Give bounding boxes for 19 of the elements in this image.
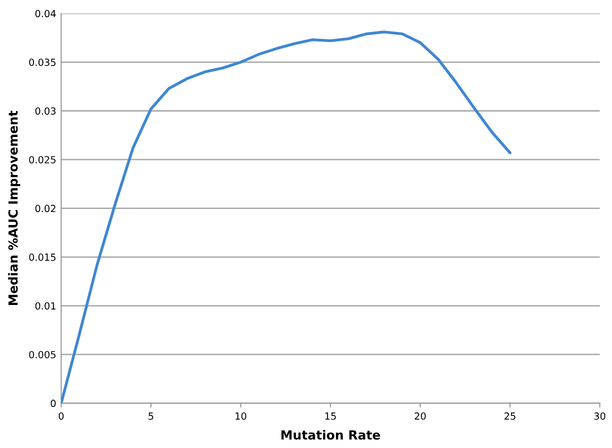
y-axis-title: Median %AUC Improvement: [8, 110, 20, 306]
x-tick-label: 20: [414, 412, 426, 420]
x-tick-label: 25: [504, 412, 516, 420]
y-tick-label: 0.04: [35, 10, 56, 18]
x-tick-label: 0: [58, 412, 64, 420]
y-tick-label: 0.015: [29, 254, 56, 261]
y-tick-label: 0.005: [29, 350, 56, 358]
y-tick-label: 0.02: [35, 204, 56, 212]
line-series: [61, 30, 512, 404]
y-tick-label: 0.01: [35, 302, 56, 310]
y-tick-label: 0: [50, 400, 56, 408]
x-tick-label: 30: [594, 412, 606, 420]
x-axis-title: Mutation Rate: [281, 430, 380, 440]
x-tick-label: 5: [148, 412, 154, 420]
y-tick-label: 0.03: [35, 107, 56, 115]
y-tick-label: 0.025: [29, 156, 56, 164]
x-tick-label: 15: [325, 412, 336, 420]
x-tick-label: 10: [236, 412, 246, 420]
y-tick-label: 0.035: [29, 58, 56, 66]
